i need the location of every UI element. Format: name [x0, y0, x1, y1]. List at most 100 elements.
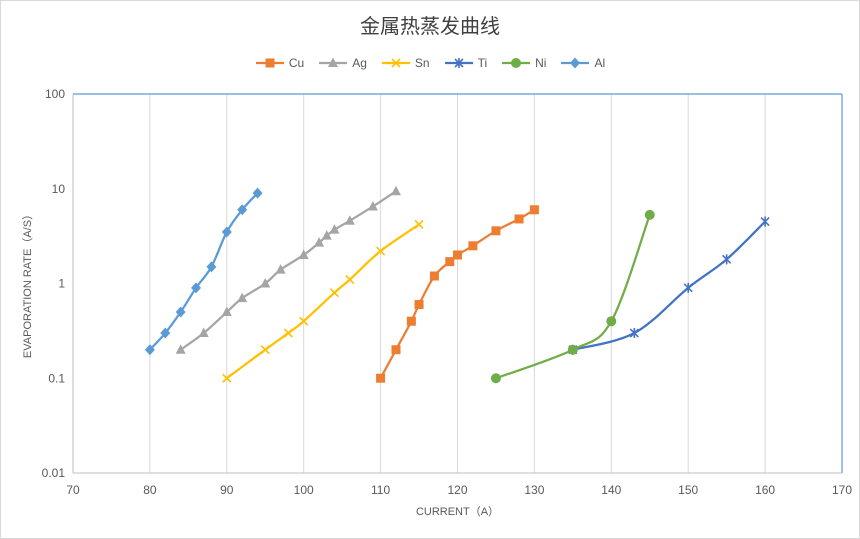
x-axis-title: CURRENT（A） [416, 505, 499, 518]
chart-title: 金属热蒸发曲线 [360, 14, 500, 38]
x-tick-label: 170 [832, 483, 852, 497]
data-point-ag [329, 224, 340, 234]
data-point-ag [237, 292, 248, 303]
data-point-ni [567, 344, 578, 355]
data-point-sn [329, 288, 340, 298]
legend-swatch-ni [502, 58, 531, 68]
x-tick-label: 150 [678, 483, 698, 497]
data-point-sn [414, 219, 424, 230]
legend-label-cu: Cu [288, 56, 305, 70]
data-point-ag [314, 237, 325, 247]
x-tick-label: 120 [447, 483, 467, 497]
data-point-ag [298, 249, 309, 259]
y-tick-label: 1 [58, 277, 65, 291]
y-tick-label: 0.01 [42, 466, 66, 480]
series-ni [490, 209, 655, 384]
data-point-ag [221, 306, 232, 317]
legend-swatch-cu [255, 58, 284, 68]
legend-marker-sn [391, 58, 401, 68]
data-point-ti [629, 328, 639, 339]
data-point-al [221, 226, 232, 238]
data-point-al [237, 204, 248, 216]
legend-marker-al [570, 57, 581, 69]
data-point-cu [514, 214, 524, 224]
legend-swatch-ti [444, 58, 473, 68]
x-tick-label: 160 [755, 483, 775, 497]
data-point-ag [321, 230, 332, 240]
series-line-ni [495, 214, 651, 380]
data-point-sn [222, 373, 232, 383]
data-point-al [144, 344, 155, 356]
legend-label-ag: Ag [352, 56, 367, 70]
data-point-cu [491, 226, 501, 236]
series-line-ti [572, 220, 766, 351]
data-point-ag [344, 215, 355, 225]
legend-swatch-sn [381, 58, 410, 68]
data-point-sn [283, 328, 293, 338]
series-al [144, 187, 263, 356]
series-ti [568, 216, 770, 355]
legend-item-ag: Ag [318, 56, 367, 70]
data-point-ag [367, 200, 378, 211]
data-point-sn [345, 275, 355, 285]
legend-marker-ti [453, 58, 464, 68]
legend-label-al: Al [594, 56, 606, 70]
data-point-ag [390, 185, 401, 196]
data-point-al [252, 187, 263, 199]
legend-item-ti: Ti [444, 56, 488, 70]
data-point-ni [606, 316, 617, 327]
series-sn [222, 219, 424, 383]
x-tick-label: 140 [601, 483, 621, 497]
legend-label-ni: Ni [535, 56, 547, 70]
series-line-sn [226, 223, 420, 380]
data-point-cu [445, 257, 455, 267]
data-point-sn [376, 246, 386, 256]
legend-marker-cu [265, 58, 275, 68]
data-point-al [206, 261, 217, 273]
data-point-cu [468, 241, 478, 251]
y-tick-label: 0.1 [48, 371, 65, 385]
y-tick-label: 10 [52, 182, 66, 196]
x-tick-label: 130 [524, 483, 544, 497]
series-ag [175, 185, 401, 354]
data-point-cu [391, 345, 401, 355]
x-tick-label: 90 [220, 483, 234, 497]
x-tick-label: 80 [143, 483, 157, 497]
legend-swatch-ag [319, 57, 348, 67]
data-point-ti [760, 216, 770, 227]
data-point-cu [406, 316, 416, 326]
legend-item-cu: Cu [255, 56, 304, 70]
data-point-cu [529, 205, 539, 215]
data-point-ag [275, 264, 286, 274]
data-point-cu [376, 373, 386, 383]
y-axis-title: EVAPORATION RATE（A/S） [21, 209, 34, 358]
legend: Cu Ag Sn Ti Ni Al [0, 54, 860, 72]
data-point-cu [453, 250, 462, 260]
data-point-ti [722, 254, 732, 265]
legend-marker-ni [511, 58, 522, 68]
data-point-sn [260, 345, 270, 355]
legend-swatch-al [561, 57, 590, 69]
data-point-cu [429, 271, 439, 281]
data-point-ag [198, 327, 209, 338]
x-tick-label: 100 [294, 483, 314, 497]
legend-item-ni: Ni [501, 56, 546, 70]
data-point-ni [490, 373, 501, 384]
series-cu [376, 205, 539, 383]
legend-item-sn: Sn [381, 56, 430, 70]
legend-item-al: Al [560, 56, 605, 70]
data-point-al [160, 327, 171, 339]
data-point-ti [683, 282, 693, 293]
data-point-ni [644, 209, 655, 220]
data-point-ag [260, 278, 271, 288]
series-line-al [149, 192, 259, 351]
legend-label-ti: Ti [477, 56, 488, 70]
legend-label-sn: Sn [414, 56, 430, 70]
data-point-cu [414, 300, 424, 310]
y-tick-label: 100 [45, 87, 65, 101]
data-point-al [191, 282, 202, 294]
data-point-sn [299, 316, 309, 326]
data-point-al [175, 306, 186, 318]
